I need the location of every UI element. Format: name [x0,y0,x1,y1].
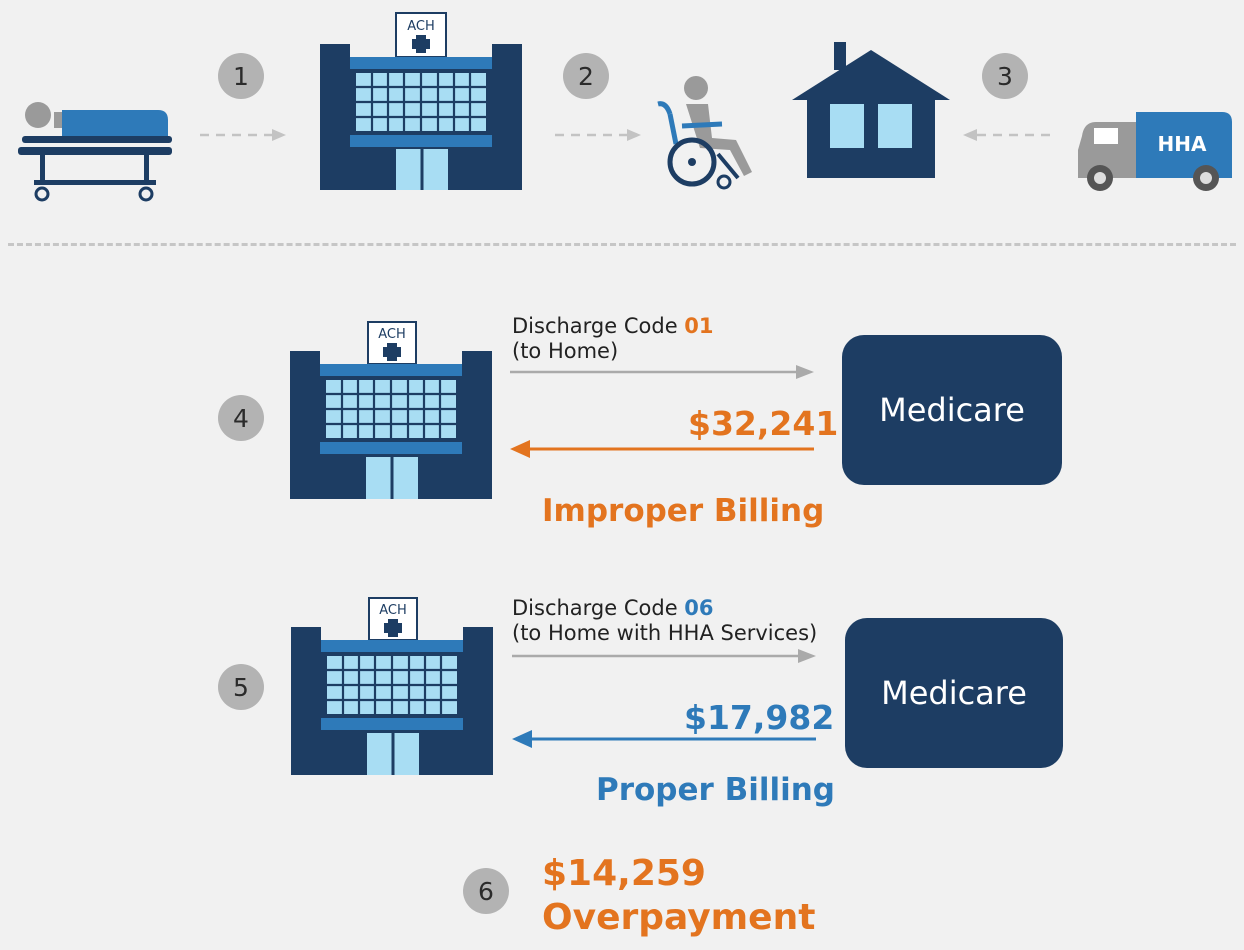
code-description: (to Home) [512,339,619,363]
hospital-sign: ACH [379,603,407,618]
code-prefix: Discharge Code [512,596,685,620]
section-divider [8,243,1236,246]
claim-arrow [512,649,816,663]
billing-status-label: Improper Billing [542,493,825,529]
discharge-code-value: 01 [684,314,714,338]
house-icon [792,42,950,178]
arrow-3 [963,129,1051,141]
payment-amount: $32,241 [688,404,839,443]
patient-stretcher-icon [18,102,172,202]
payment-arrow [512,730,816,748]
discharge-code-label: Discharge Code 01 (to Home) [512,314,714,364]
hospital-building-icon: ACH [290,321,492,499]
overpayment-summary: $14,259 Overpayment [542,852,815,940]
step-3-badge: 3 [982,53,1028,99]
hospital-sign: ACH [407,19,435,34]
medicare-box: Medicare [842,335,1062,485]
wheelchair-icon [657,76,752,190]
discharge-code-label: Discharge Code 06 (to Home with HHA Serv… [512,596,817,646]
overpayment-amount: $14,259 [542,853,706,894]
step-4-badge: 4 [218,395,264,441]
arrow-1 [200,129,286,141]
billing-status-label: Proper Billing [596,772,835,808]
hospital-sign: ACH [378,327,406,342]
medicare-box: Medicare [845,618,1063,768]
payment-amount: $17,982 [684,698,835,737]
step-5-badge: 5 [218,664,264,710]
hospital-building-icon: ACH [291,597,493,775]
payment-arrow [510,440,814,458]
arrow-2 [555,129,641,141]
hospital-building-icon: ACH [320,12,522,190]
code-prefix: Discharge Code [512,314,685,338]
claim-arrow [510,365,814,379]
step-1-badge: 1 [218,53,264,99]
hha-van-label: HHA [1158,132,1207,156]
step-2-badge: 2 [563,53,609,99]
discharge-code-value: 06 [684,596,714,620]
hha-van-icon: HHA [1078,112,1232,191]
step-6-badge: 6 [463,868,509,914]
overpayment-label: Overpayment [542,897,816,938]
code-description: (to Home with HHA Services) [512,621,818,645]
